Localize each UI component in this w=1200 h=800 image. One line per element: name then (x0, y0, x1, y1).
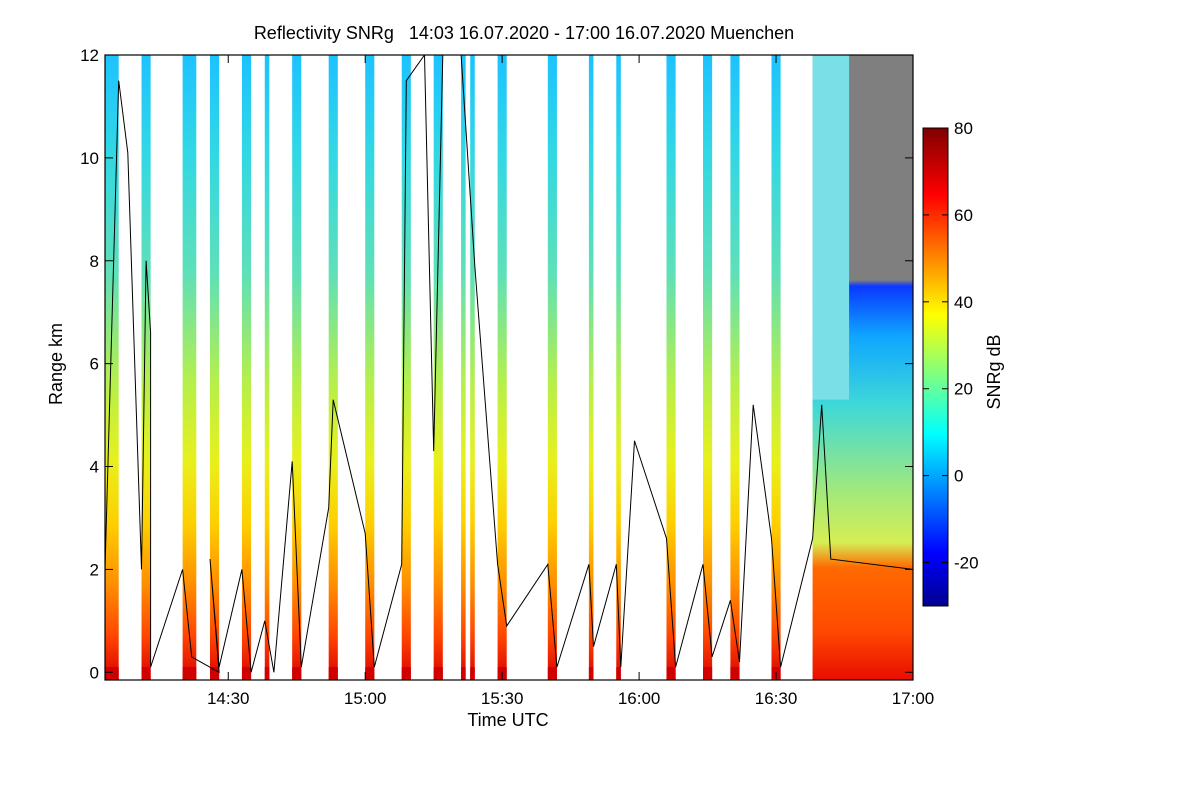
continuous-block-early (812, 55, 850, 400)
strip-near-surface (588, 667, 594, 680)
x-tick-label: 15:00 (344, 689, 387, 708)
x-tick-label: 17:00 (892, 689, 935, 708)
data-strip (209, 55, 220, 680)
colorbar-ticks: -20 0 20 40 60 80 (923, 119, 979, 573)
y-tick-label: 0 (90, 663, 99, 682)
data-strip (365, 55, 375, 680)
strip-near-surface (433, 667, 443, 680)
y-tick-label: 2 (90, 560, 99, 579)
data-strip (264, 55, 270, 680)
colorbar-tick-label: 0 (954, 467, 963, 486)
y-tick-label: 6 (90, 355, 99, 374)
strip-near-surface (547, 667, 557, 680)
colorbar-tick-label: 40 (954, 293, 973, 312)
data-strip (401, 55, 411, 680)
strip-near-surface (666, 667, 676, 680)
data-strip (433, 55, 443, 680)
data-strip (616, 55, 621, 680)
colorbar-tick-label: 60 (954, 206, 973, 225)
overlay-line (105, 55, 913, 674)
data-strip (771, 55, 781, 680)
strip-near-surface (209, 667, 220, 680)
data-strip (461, 55, 466, 680)
strip-near-surface (365, 667, 375, 680)
data-strip (730, 55, 740, 680)
data-strip (547, 55, 557, 680)
y-tick-label: 4 (90, 458, 99, 477)
x-tick-label: 14:30 (207, 689, 250, 708)
data-strip (241, 55, 252, 680)
colorbar-tick-label: 20 (954, 380, 973, 399)
data-strip (497, 55, 507, 680)
colorbar: -20 0 20 40 60 80 SNRg dB (922, 119, 1004, 607)
data-strip (588, 55, 594, 680)
colorbar-tick-label: -20 (954, 554, 979, 573)
strip-near-surface (470, 667, 475, 680)
data-strip (141, 55, 151, 680)
y-tick-label: 10 (80, 149, 99, 168)
strip-near-surface (730, 667, 740, 680)
colorbar-tick-label: 80 (954, 119, 973, 138)
data-strip (292, 55, 302, 680)
continuous-block (812, 55, 913, 680)
strip-near-surface (703, 667, 713, 680)
x-tick-label: 16:00 (618, 689, 661, 708)
x-axis-label: Time UTC (467, 710, 548, 730)
y-tick-label: 12 (80, 46, 99, 65)
data-strip (703, 55, 713, 680)
strip-near-surface (616, 667, 621, 680)
data-strip (328, 55, 338, 680)
strip-near-surface (292, 667, 302, 680)
x-tick-label: 16:30 (755, 689, 798, 708)
y-tick-label: 8 (90, 252, 99, 271)
x-tick-label: 15:30 (481, 689, 524, 708)
data-strips (105, 55, 781, 680)
y-axis-label: Range km (46, 323, 66, 405)
strip-near-surface (401, 667, 411, 680)
colorbar-gradient (922, 127, 949, 607)
data-strip (182, 55, 197, 680)
strip-near-surface (182, 667, 197, 680)
strip-near-surface (105, 667, 119, 680)
strip-near-surface (328, 667, 338, 680)
strip-near-surface (141, 667, 151, 680)
overlay-polyline (105, 55, 913, 674)
strip-near-surface (241, 667, 252, 680)
strip-near-surface (264, 667, 270, 680)
colorbar-label: SNRg dB (984, 334, 1004, 409)
chart-title: Reflectivity SNRg 14:03 16.07.2020 - 17:… (254, 23, 794, 43)
plot-frame (104, 54, 914, 681)
data-strip (666, 55, 676, 680)
strip-near-surface (461, 667, 466, 680)
x-axis: 14:30 15:00 15:30 16:00 16:30 17:00 (207, 55, 934, 708)
data-strip (470, 55, 475, 680)
y-axis: 0 2 4 6 8 10 12 (80, 46, 913, 682)
